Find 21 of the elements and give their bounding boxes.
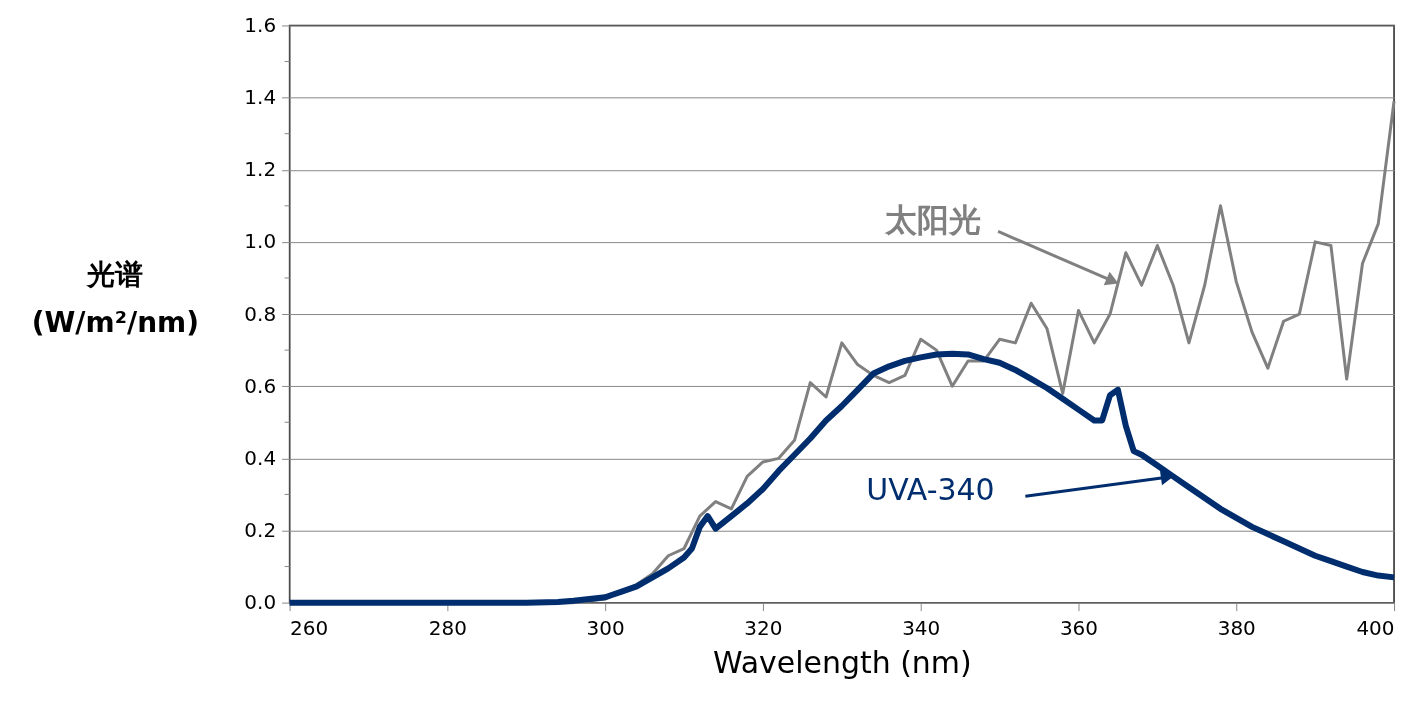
x-axis-title: Wavelength (nm) — [713, 645, 972, 681]
y-axis-title: 光谱 (W/m²/nm) — [31, 257, 199, 339]
y-tick-label: 0.6 — [244, 373, 277, 398]
y-tick-label: 1.0 — [244, 229, 277, 254]
y-tick-label: 0.8 — [244, 301, 277, 326]
x-tick-label: 360 — [1059, 616, 1099, 641]
x-tick-label: 400 — [1356, 616, 1395, 641]
x-tick-label: 280 — [428, 616, 467, 641]
y-tick-label: 1.6 — [244, 12, 277, 37]
y-tick-label: 0.4 — [244, 445, 277, 470]
x-tick-label: 380 — [1217, 616, 1256, 641]
x-tick-label: 320 — [744, 616, 783, 641]
y-tick-label: 0.0 — [244, 590, 277, 615]
x-tick-label: 340 — [902, 616, 941, 641]
y-tick-label: 1.4 — [244, 85, 277, 110]
annotation: 太阳光 — [884, 201, 982, 240]
annotation: UVA-340 — [866, 472, 995, 508]
x-tick-label: 260 — [290, 616, 329, 641]
y-tick-label: 1.2 — [244, 157, 277, 182]
y-tick-label: 0.2 — [244, 517, 277, 542]
x-tick-label: 300 — [586, 616, 625, 641]
